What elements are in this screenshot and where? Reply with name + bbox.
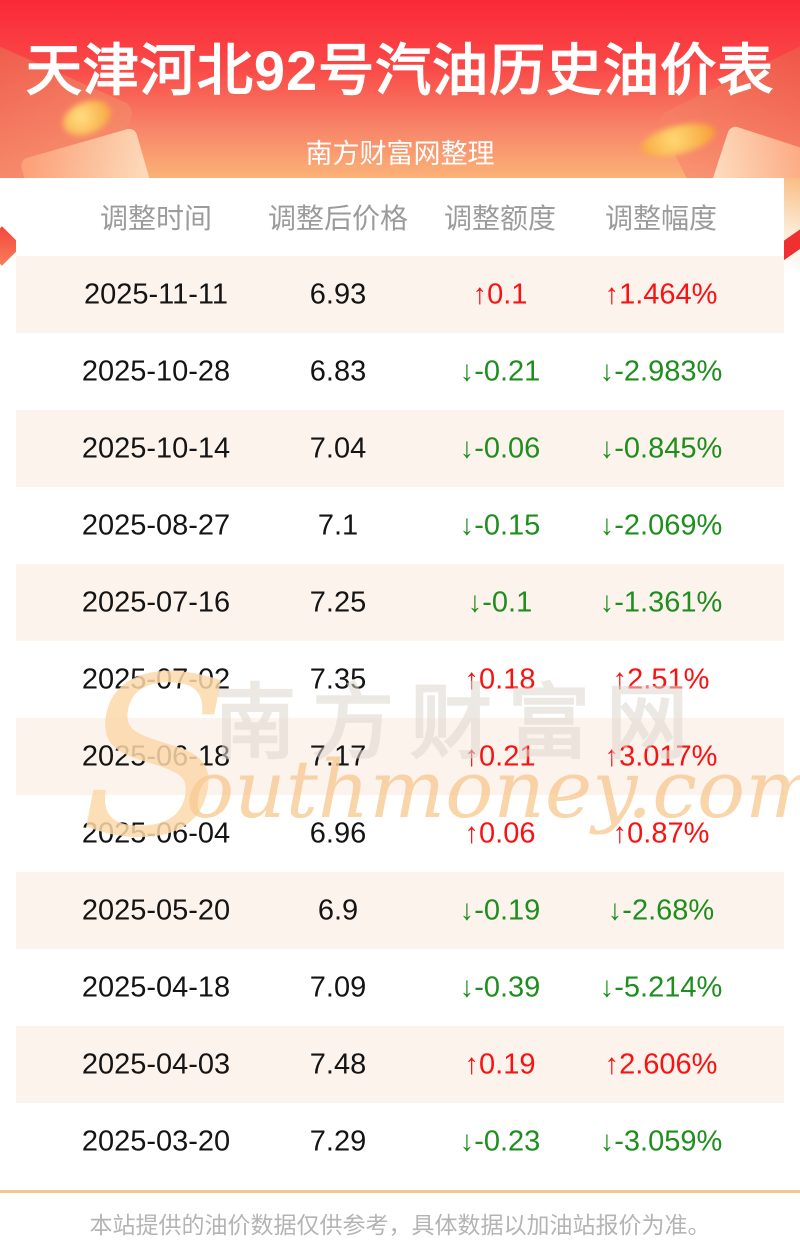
cell-price: 7.25 [309, 586, 367, 618]
cell-price: 6.9 [317, 894, 359, 926]
cell-pct: ↓-2.68% [607, 894, 715, 926]
cell-price: 6.83 [309, 355, 367, 387]
cell-pct: ↓-2.069% [599, 509, 723, 541]
cell-date: 2025-04-18 [81, 971, 231, 1003]
table-row: 2025-05-20 6.9 ↓-0.19 ↓-2.68% [16, 872, 784, 949]
column-header-pct: 调整幅度 [604, 203, 718, 234]
cell-date: 2025-10-28 [81, 355, 231, 387]
cell-pct: ↑1.464% [604, 278, 718, 310]
table-row: 2025-04-03 7.48 ↑0.19 ↑2.606% [16, 1026, 784, 1103]
cell-pct: ↓-2.983% [599, 355, 723, 387]
cell-date: 2025-03-20 [81, 1125, 231, 1157]
decoration-red-stripe-icon [784, 223, 800, 261]
cell-price: 7.04 [309, 432, 367, 464]
cell-pct: ↑0.87% [612, 817, 710, 849]
cell-price: 7.17 [309, 740, 367, 772]
cell-change: ↑0.1 [472, 278, 528, 310]
cell-price: 7.29 [309, 1125, 367, 1157]
table-row: 2025-06-04 6.96 ↑0.06 ↑0.87% [16, 795, 784, 872]
table-row: 2025-07-02 7.35 ↑0.18 ↑2.51% [16, 641, 784, 718]
cell-date: 2025-07-02 [81, 663, 231, 695]
cell-pct: ↑2.606% [604, 1048, 718, 1080]
column-header-price: 调整后价格 [267, 203, 409, 234]
cell-date: 2025-06-18 [81, 740, 231, 772]
footer-note: 本站提供的油价数据仅供参考，具体数据以加油站报价为准。 [89, 1212, 711, 1238]
cell-date: 2025-07-16 [81, 586, 231, 618]
cell-change: ↑0.06 [464, 817, 536, 849]
table-row: 2025-08-27 7.1 ↓-0.15 ↓-2.069% [16, 487, 784, 564]
footer-divider [0, 1190, 800, 1193]
cell-pct: ↑2.51% [612, 663, 710, 695]
table-row: 2025-10-14 7.04 ↓-0.06 ↓-0.845% [16, 410, 784, 487]
cell-change: ↓-0.06 [459, 432, 541, 464]
table-row: 2025-06-18 7.17 ↑0.21 ↑3.017% [16, 718, 784, 795]
cell-price: 6.93 [309, 278, 367, 310]
cell-date: 2025-11-11 [83, 278, 229, 310]
cell-date: 2025-06-04 [81, 817, 231, 849]
cell-change: ↓-0.19 [459, 894, 541, 926]
cell-date: 2025-10-14 [81, 432, 231, 464]
cell-date: 2025-08-27 [81, 509, 231, 541]
decoration-strip-right-icon [784, 178, 800, 270]
cell-change: ↓-0.15 [459, 509, 541, 541]
cell-price: 7.1 [317, 509, 359, 541]
cell-date: 2025-04-03 [81, 1048, 231, 1080]
cell-pct: ↓-0.845% [599, 432, 723, 464]
table-body: 2025-11-11 6.93 ↑0.1 ↑1.464% 2025-10-28 6.83 ↓… [16, 256, 784, 1180]
page-subtitle: 南方财富网整理 [305, 139, 495, 169]
table-row: 2025-03-20 7.29 ↓-0.23 ↓-3.059% [16, 1103, 784, 1180]
cell-pct: ↓-5.214% [599, 971, 723, 1003]
cell-change: ↑0.18 [464, 663, 536, 695]
cell-price: 7.35 [309, 663, 367, 695]
page-title: 天津河北92号汽油历史油价表 [25, 39, 775, 102]
table-header-row: 调整时间 调整后价格 调整额度 调整幅度 [16, 178, 784, 256]
cell-change: ↓-0.1 [467, 586, 533, 618]
cell-change: ↓-0.39 [459, 971, 541, 1003]
table-row: 2025-11-11 6.93 ↑0.1 ↑1.464% [16, 256, 784, 333]
table-row: 2025-04-18 7.09 ↓-0.39 ↓-5.214% [16, 949, 784, 1026]
cell-change: ↑0.21 [464, 740, 536, 772]
table-row: 2025-07-16 7.25 ↓-0.1 ↓-1.361% [16, 564, 784, 641]
cell-change: ↓-0.21 [459, 355, 541, 387]
banner: 天津河北92号汽油历史油价表 南方财富网整理 [0, 0, 800, 178]
cell-pct: ↓-3.059% [599, 1125, 723, 1157]
column-header-change: 调整额度 [443, 203, 557, 234]
cell-price: 7.48 [309, 1048, 367, 1080]
table-row: 2025-10-28 6.83 ↓-0.21 ↓-2.983% [16, 333, 784, 410]
price-table: 调整时间 调整后价格 调整额度 调整幅度 2025-11-11 6.93 ↑0.1 ↑… [16, 178, 784, 1180]
cell-change: ↑0.19 [464, 1048, 536, 1080]
column-header-date: 调整时间 [99, 203, 213, 234]
cell-pct: ↓-1.361% [599, 586, 723, 618]
cell-pct: ↑3.017% [604, 740, 718, 772]
cell-date: 2025-05-20 [81, 894, 231, 926]
cell-price: 7.09 [309, 971, 367, 1003]
cell-price: 6.96 [309, 817, 367, 849]
cell-change: ↓-0.23 [459, 1125, 541, 1157]
